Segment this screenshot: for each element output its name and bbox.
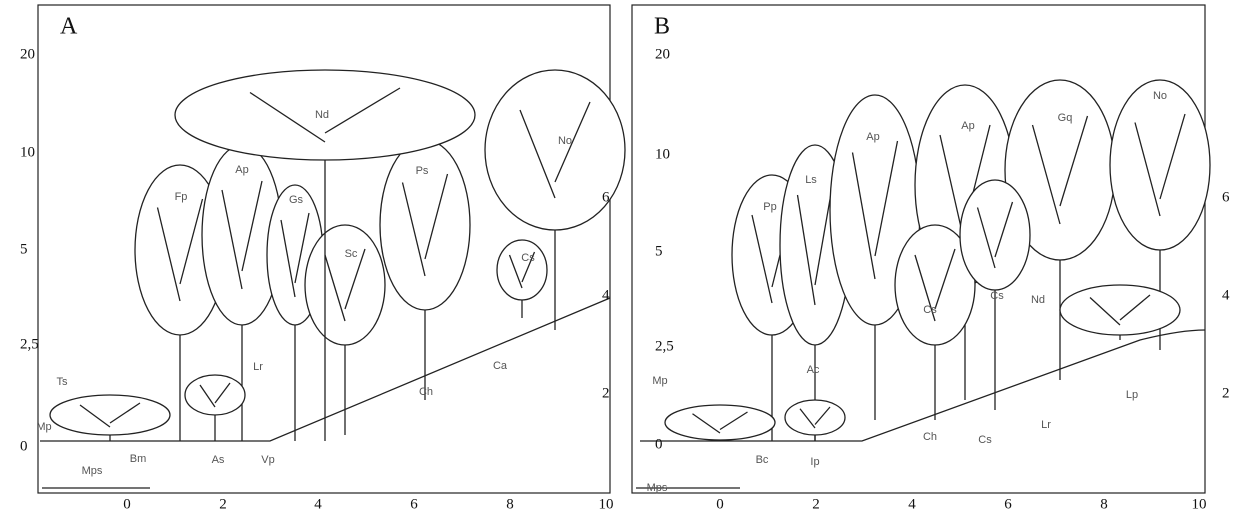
tree-crown xyxy=(785,400,845,435)
species-label: Pp xyxy=(763,201,776,213)
tree-crown xyxy=(665,405,775,440)
tree-crown xyxy=(1060,285,1180,335)
y-tick-label: 10 xyxy=(655,146,670,162)
species-label: Mp xyxy=(652,375,667,387)
y-tick-label: 2,5 xyxy=(20,336,39,352)
species-label: Ps xyxy=(416,165,429,177)
species-label: Lp xyxy=(1126,389,1138,401)
y-tick-label: 10 xyxy=(20,144,35,160)
species-label: Vp xyxy=(261,454,274,466)
species-label: Mps xyxy=(647,482,668,494)
right-tick-label: 6 xyxy=(602,189,610,205)
x-tick-label: 4 xyxy=(314,496,322,512)
figure: A201052,506420246810TsMpMpsBmAsVpLrFpApG… xyxy=(0,0,1236,514)
y-tick-label: 2,5 xyxy=(655,338,674,354)
species-label: Gs xyxy=(289,194,304,206)
species-label: No xyxy=(558,135,572,147)
tree-crown xyxy=(185,375,245,415)
species-label: Cs xyxy=(521,252,535,264)
species-label: Ca xyxy=(493,360,508,372)
species-label: Nd xyxy=(315,109,329,121)
panel-label: B xyxy=(654,14,670,40)
y-tick-label: 20 xyxy=(20,46,35,62)
tree-crown xyxy=(485,70,625,230)
species-label: Ts xyxy=(57,376,69,388)
y-tick-label: 0 xyxy=(655,436,663,452)
y-tick-label: 5 xyxy=(655,243,663,259)
x-tick-label: 8 xyxy=(506,496,514,512)
x-tick-label: 6 xyxy=(410,496,418,512)
species-label: Bc xyxy=(756,454,769,466)
right-tick-label: 4 xyxy=(602,287,610,303)
species-label: Ch xyxy=(419,386,433,398)
x-tick-label: 2 xyxy=(812,496,820,512)
species-label: Mp xyxy=(36,421,51,433)
tree-crown xyxy=(497,240,547,300)
species-label: Nd xyxy=(1031,294,1045,306)
species-label: Lr xyxy=(1041,419,1051,431)
species-label: Cs xyxy=(990,290,1004,302)
y-tick-label: 5 xyxy=(20,241,28,257)
species-label: Cs xyxy=(978,434,992,446)
x-tick-label: 4 xyxy=(908,496,916,512)
species-label: Sc xyxy=(345,248,358,260)
tree-crown xyxy=(1110,80,1210,250)
species-label: Bm xyxy=(130,453,147,465)
species-label: Cs xyxy=(923,304,937,316)
x-tick-label: 0 xyxy=(716,496,724,512)
species-label: Ap xyxy=(961,120,974,132)
tree-crown xyxy=(50,395,170,435)
species-label: Gq xyxy=(1058,112,1073,124)
right-tick-label: 6 xyxy=(1222,189,1230,205)
x-tick-label: 8 xyxy=(1100,496,1108,512)
species-label: Lr xyxy=(253,361,263,373)
species-label: Fp xyxy=(175,191,188,203)
species-label: Ip xyxy=(810,456,819,468)
right-tick-label: 2 xyxy=(1222,385,1230,401)
x-tick-label: 10 xyxy=(599,496,614,512)
species-label: Ls xyxy=(805,174,817,186)
right-tick-label: 2 xyxy=(602,385,610,401)
species-label: Ap xyxy=(866,131,879,143)
panel-label: A xyxy=(60,14,78,40)
y-tick-label: 20 xyxy=(655,46,670,62)
tree-crown xyxy=(305,225,385,345)
x-tick-label: 2 xyxy=(219,496,227,512)
tree-crown xyxy=(960,180,1030,290)
species-label: Ap xyxy=(235,164,248,176)
species-label: No xyxy=(1153,90,1167,102)
right-tick-label: 4 xyxy=(1222,287,1230,303)
x-tick-label: 0 xyxy=(123,496,131,512)
species-label: Ac xyxy=(807,364,820,376)
y-tick-label: 0 xyxy=(20,438,28,454)
species-label: Ch xyxy=(923,431,937,443)
x-tick-label: 6 xyxy=(1004,496,1012,512)
species-label: Mps xyxy=(82,465,103,477)
x-tick-label: 10 xyxy=(1192,496,1207,512)
species-label: As xyxy=(212,454,225,466)
